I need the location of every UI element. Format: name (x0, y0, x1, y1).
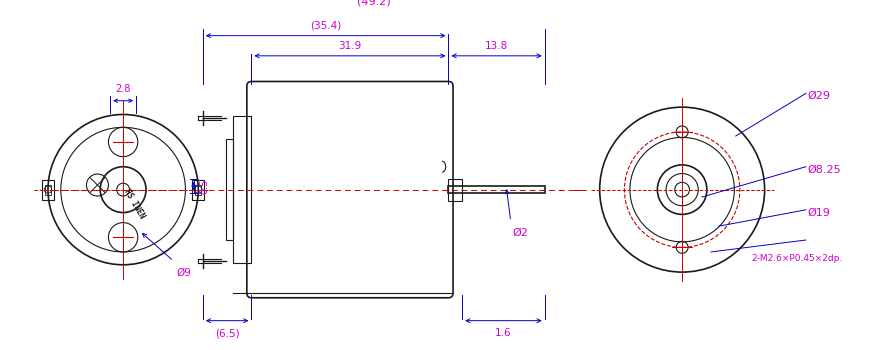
Text: 13.8: 13.8 (485, 41, 508, 51)
Text: Ø8.25: Ø8.25 (808, 164, 841, 174)
Bar (226, 139, 233, 240)
Text: HS INEN: HS INEN (122, 187, 146, 220)
Text: (6.5): (6.5) (215, 328, 239, 338)
Text: 31.9: 31.9 (338, 41, 362, 51)
Bar (42, 180, 54, 200)
Text: Ø29: Ø29 (808, 91, 831, 101)
Bar (45, 184, 51, 195)
Text: (35.4): (35.4) (310, 20, 341, 30)
Bar (193, 180, 204, 200)
Text: 1.6: 1.6 (495, 328, 512, 338)
Bar (449, 186, 545, 193)
Text: (49.2): (49.2) (357, 0, 391, 6)
Text: Ø19: Ø19 (808, 208, 831, 218)
Bar (449, 178, 462, 201)
Text: 2.8: 2.8 (115, 84, 131, 94)
Bar (233, 116, 252, 263)
Text: 0.5: 0.5 (199, 178, 209, 194)
Bar (195, 184, 202, 195)
Text: Ø9: Ø9 (176, 267, 191, 278)
Text: Ø2: Ø2 (513, 228, 529, 238)
Text: 2-M2.6×P0.45×2dp.: 2-M2.6×P0.45×2dp. (751, 254, 842, 263)
